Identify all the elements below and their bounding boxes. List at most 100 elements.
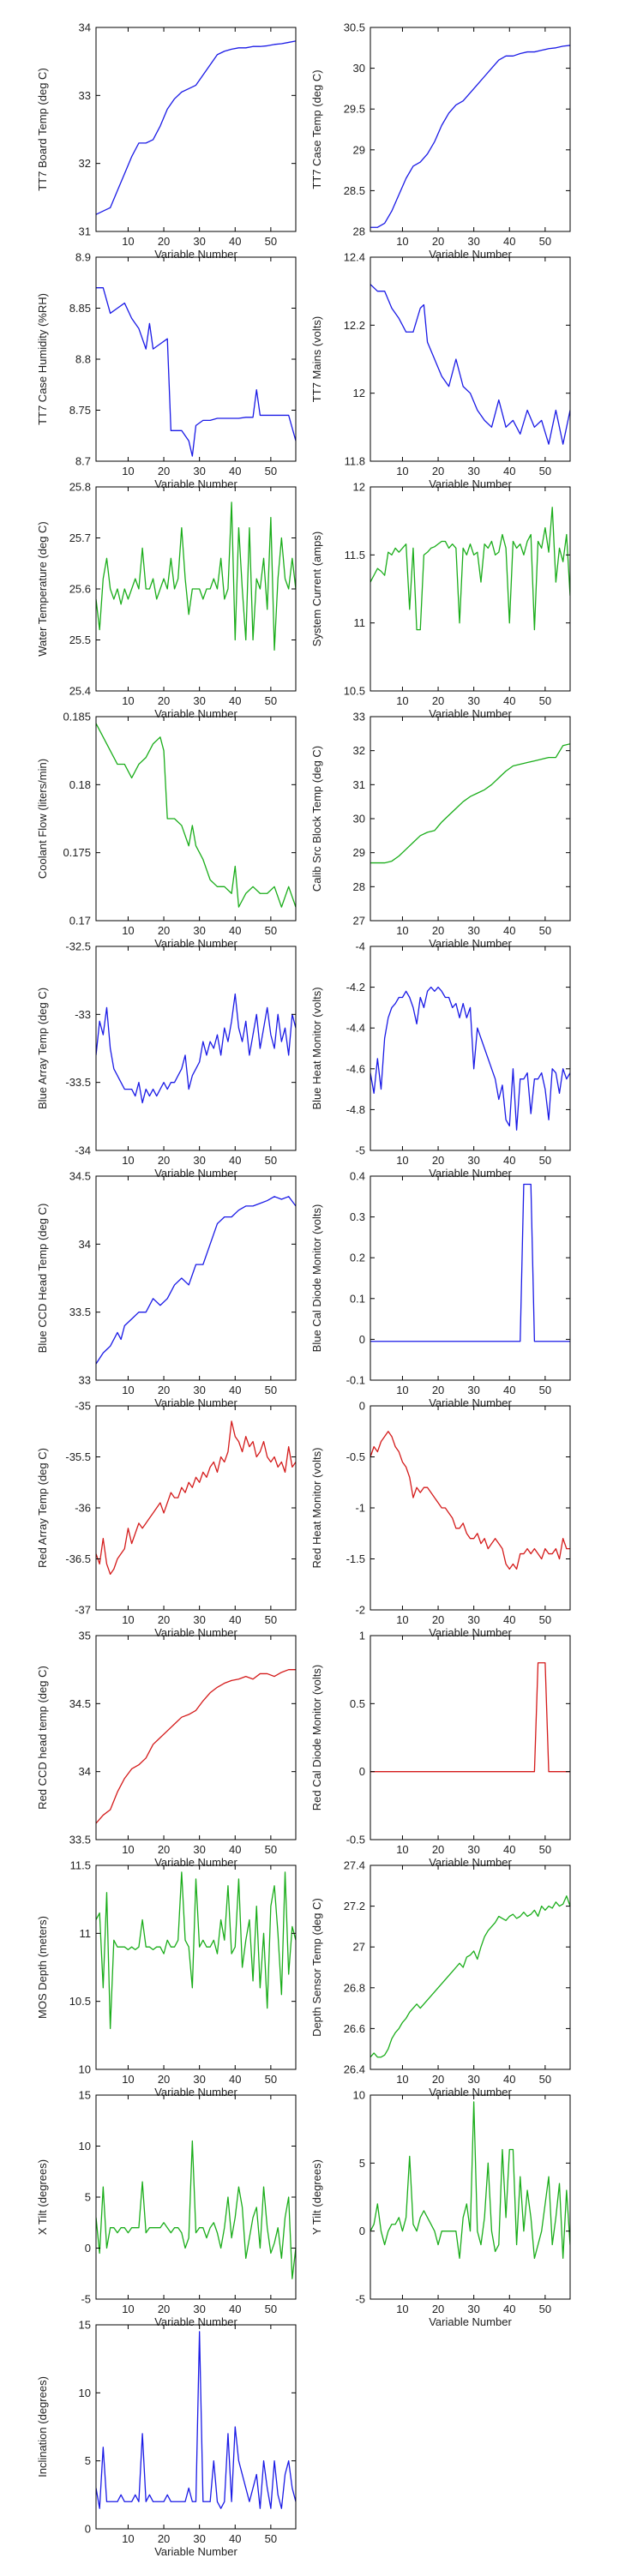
- x-tick-label: 50: [539, 1384, 551, 1396]
- y-tick-label: 25.7: [69, 531, 91, 544]
- y-tick-label: 0.17: [69, 915, 91, 928]
- y-tick-label: 34: [79, 1238, 91, 1251]
- x-tick-label: 30: [193, 694, 205, 707]
- x-tick-label: 30: [467, 2073, 479, 2086]
- x-axis-label: Variable Number: [154, 1856, 237, 1869]
- y-axis-label: TT7 Case Humidity (%RH): [36, 293, 49, 425]
- chart-panel-17: 10 10.5 11 11.5 10 20 30 40 50 Variable Number MOS…: [36, 1859, 297, 2099]
- x-tick-label: 40: [503, 2303, 515, 2315]
- chart-panel-7: 0.17 0.175 0.18 0.185 10 20 30 40 50 Variable Num…: [36, 711, 297, 950]
- series-line: [96, 501, 296, 652]
- series-line: [370, 986, 570, 1131]
- y-tick-label: -37: [75, 1604, 91, 1617]
- y-tick-label: 11.5: [345, 549, 365, 561]
- x-tick-label: 10: [396, 1843, 408, 1856]
- x-tick-label: 10: [396, 2303, 408, 2315]
- x-tick-label: 20: [432, 2073, 444, 2086]
- y-tick-label: -5: [81, 2293, 91, 2306]
- x-tick-label: 10: [122, 694, 134, 707]
- x-tick-label: 20: [432, 1154, 444, 1167]
- x-tick-label: 20: [158, 235, 170, 248]
- chart-panel-18: 26.4 26.6 26.8 27 27.2 27.4 10 20 30 40 50 Variable…: [310, 1859, 571, 2099]
- series-line: [96, 1196, 296, 1365]
- y-tick-label: 29.5: [344, 103, 365, 116]
- y-tick-label: 5: [85, 2191, 91, 2204]
- y-tick-label: 10.5: [344, 685, 365, 698]
- x-tick-label: 40: [503, 924, 515, 937]
- y-axis-label: Blue Cal Diode Monitor (volts): [310, 1204, 323, 1353]
- y-tick-label: 12.4: [344, 251, 365, 264]
- plot-frame: [370, 2094, 571, 2300]
- x-tick-label: 30: [467, 1384, 479, 1396]
- series-line: [370, 507, 570, 631]
- series-line: [96, 40, 296, 215]
- x-tick-label: 40: [503, 694, 515, 707]
- y-axis-label: Red CCD head temp (deg C): [36, 1666, 49, 1810]
- plot-frame: [95, 256, 297, 462]
- series-line: [96, 2140, 296, 2279]
- y-tick-label: 8.85: [69, 302, 91, 315]
- x-tick-label: 40: [229, 1613, 241, 1626]
- plot-frame: [370, 256, 571, 462]
- series-line: [370, 743, 570, 864]
- y-tick-label: 12: [353, 481, 365, 494]
- y-tick-label: 35: [79, 1630, 91, 1642]
- plot-frame: [95, 2094, 297, 2300]
- x-tick-label: 40: [229, 2532, 241, 2545]
- y-tick-label: 31: [353, 778, 365, 791]
- y-tick-label: 0.175: [63, 846, 91, 859]
- plot-frame: [95, 27, 297, 232]
- x-tick-label: 50: [265, 2303, 277, 2315]
- y-tick-label: 27.4: [344, 1859, 365, 1872]
- y-axis-label: TT7 Mains (volts): [310, 316, 323, 402]
- y-tick-label: 15: [79, 2089, 91, 2102]
- plot-frame: [370, 1864, 571, 2070]
- y-tick-label: 0.4: [350, 1170, 365, 1183]
- y-tick-label: 26.6: [344, 2022, 365, 2035]
- x-tick-label: 20: [432, 235, 444, 248]
- x-tick-label: 20: [432, 694, 444, 707]
- x-axis-label: Variable Number: [154, 1167, 237, 1180]
- y-tick-label: 33.5: [69, 1834, 91, 1846]
- x-axis-label: Variable Number: [154, 1396, 237, 1409]
- y-tick-label: 33: [79, 1374, 91, 1387]
- x-tick-label: 40: [503, 1384, 515, 1396]
- x-axis-label: Variable Number: [429, 1167, 512, 1180]
- y-axis-label: Blue Array Temp (deg C): [36, 988, 49, 1109]
- x-tick-label: 30: [193, 2073, 205, 2086]
- y-axis-label: Calib Src Block Temp (deg C): [310, 746, 323, 892]
- x-tick-label: 30: [193, 2532, 205, 2545]
- x-tick-label: 50: [265, 1384, 277, 1396]
- x-tick-label: 50: [539, 1843, 551, 1856]
- x-axis-label: Variable Number: [429, 248, 512, 261]
- chart-panel-14: -2 -1.5 -1 -0.5 0 10 20 30 40 50 Variable Number Re…: [310, 1400, 571, 1639]
- y-axis-label: Coolant Flow (liters/min): [36, 759, 49, 879]
- x-tick-label: 30: [467, 1154, 479, 1167]
- y-tick-label: -1.5: [346, 1552, 365, 1565]
- x-tick-label: 20: [432, 924, 444, 937]
- plot-frame: [95, 716, 297, 922]
- chart-panel-15: 33.5 34 34.5 35 10 20 30 40 50 Variable Number Red…: [36, 1630, 297, 1869]
- y-tick-label: 0: [85, 2242, 91, 2255]
- x-tick-label: 10: [122, 465, 134, 477]
- y-tick-label: 31: [79, 225, 91, 238]
- x-tick-label: 40: [229, 694, 241, 707]
- x-tick-label: 30: [467, 694, 479, 707]
- x-tick-label: 30: [193, 924, 205, 937]
- chart-panel-12: -0.1 0 0.1 0.2 0.3 0.4 10 20 30 40 50 Variable Numb…: [310, 1170, 571, 1409]
- y-tick-label: 30: [353, 62, 365, 75]
- y-tick-label: 0.18: [69, 778, 91, 791]
- y-tick-label: 10.5: [69, 1995, 91, 2008]
- x-tick-label: 50: [539, 2073, 551, 2086]
- x-tick-label: 10: [396, 2073, 408, 2086]
- x-axis-label: Variable Number: [154, 707, 237, 720]
- x-tick-label: 10: [396, 694, 408, 707]
- x-tick-label: 30: [193, 1384, 205, 1396]
- series-line: [96, 993, 296, 1104]
- y-tick-label: -36: [75, 1502, 91, 1515]
- y-tick-label: -33: [75, 1008, 91, 1021]
- x-tick-label: 10: [396, 924, 408, 937]
- x-tick-label: 50: [265, 235, 277, 248]
- y-tick-label: 26.8: [344, 1981, 365, 1994]
